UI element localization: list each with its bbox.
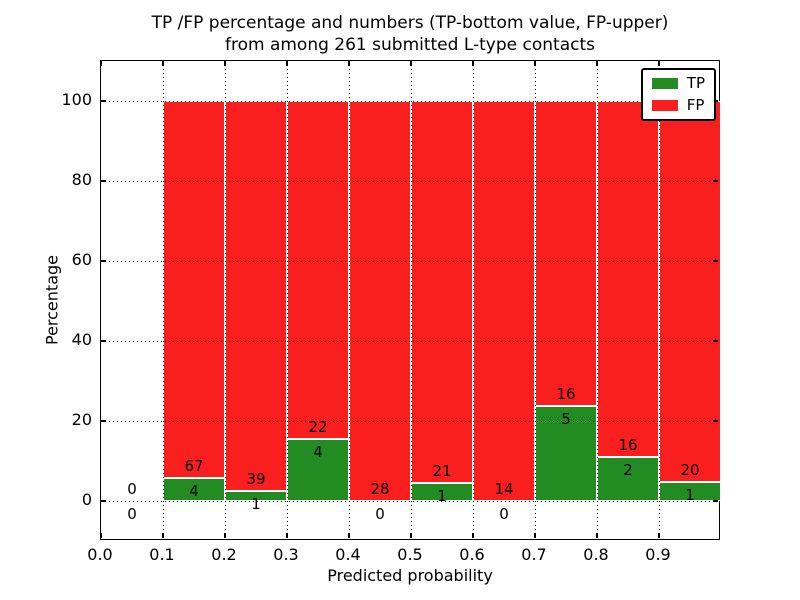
bar-fp-0.5-0.6 — [411, 101, 473, 483]
fp-count-label-0.2-0.3: 39 — [246, 470, 266, 488]
tp-count-label-0.6-0.7: 0 — [499, 505, 509, 523]
ytick-right-80 — [713, 180, 718, 182]
ytick-right-40 — [713, 340, 718, 342]
xtick-label-0.5: 0.5 — [397, 545, 423, 564]
xtick-bottom-0.0 — [100, 533, 102, 538]
bar-fp-0.4-0.5 — [349, 101, 411, 501]
ytick-label-20: 20 — [71, 410, 92, 429]
fp-count-label-0.8-0.9: 16 — [618, 435, 638, 454]
bar-tp-0.3-0.4 — [287, 439, 349, 501]
ytick-label-0: 0 — [81, 490, 92, 509]
ytick-right-60 — [713, 260, 718, 262]
ytick-label-60: 60 — [71, 250, 92, 269]
xtick-bottom-0.4 — [348, 533, 350, 538]
fp-count-label-0.5-0.6: 21 — [432, 461, 452, 480]
fp-count-label-0.7-0.8: 16 — [556, 384, 576, 403]
ytick-label-80: 80 — [71, 170, 92, 189]
tp-count-label-0.7-0.8: 5 — [561, 409, 571, 428]
xtick-bottom-0.2 — [224, 533, 226, 538]
bar-fp-0.6-0.7 — [473, 101, 535, 501]
tp-count-label-0.0-0.1: 0 — [127, 505, 137, 523]
xtick-label-0.4: 0.4 — [335, 545, 361, 564]
xtick-bottom-0.5 — [410, 533, 412, 538]
ytick-left-80 — [101, 180, 106, 182]
fp-count-label-0.4-0.5: 28 — [370, 480, 390, 498]
ytick-left-20 — [101, 420, 106, 422]
xtick-top-0.5 — [410, 61, 412, 66]
xtick-top-0.0 — [100, 61, 102, 66]
gridline-x-0.4 — [349, 61, 350, 541]
fp-count-label-0.1-0.2: 67 — [184, 457, 204, 476]
plot-area: TP FP 0 0 67 4 39 1 22 4 28 0 21 1 14 0 16 5 16 2 20 1 — [100, 60, 721, 541]
gridline-x-0.7 — [535, 61, 536, 541]
xtick-top-0.4 — [348, 61, 350, 66]
xtick-label-0.7: 0.7 — [521, 545, 547, 564]
xtick-label-0.2: 0.2 — [211, 545, 237, 564]
ytick-right-20 — [713, 420, 718, 422]
xtick-top-0.1 — [162, 61, 164, 66]
xtick-label-0.8: 0.8 — [583, 545, 609, 564]
legend-label-tp: TP — [686, 74, 705, 92]
legend-item-fp: FP — [651, 96, 705, 114]
tp-count-label-0.8-0.9: 2 — [623, 460, 633, 479]
bar-fp-0.7-0.8 — [535, 101, 597, 406]
fp-count-label-0.9-1.0: 20 — [680, 460, 700, 479]
xtick-bottom-0.8 — [596, 533, 598, 538]
ytick-label-100: 100 — [61, 90, 92, 109]
bar-fp-0.9-1.0 — [659, 101, 721, 482]
gridline-x-0.1 — [163, 61, 164, 541]
xtick-bottom-0.6 — [472, 533, 474, 538]
gridline-x-0.5 — [411, 61, 412, 541]
xtick-label-0.0: 0.0 — [87, 545, 113, 564]
chart-title-line1: TP /FP percentage and numbers (TP-bottom… — [151, 13, 669, 33]
x-axis-label: Predicted probability — [327, 566, 493, 585]
tp-count-label-0.1-0.2: 4 — [189, 482, 199, 501]
tp-swatch-icon — [651, 78, 678, 89]
gridline-x-0.3 — [287, 61, 288, 541]
fp-count-label-0.3-0.4: 22 — [308, 418, 328, 437]
xtick-bottom-0.7 — [534, 533, 536, 538]
xtick-bottom-0.1 — [162, 533, 164, 538]
chart-title-line2: from among 261 submitted L-type contacts — [224, 35, 595, 55]
ytick-right-0 — [713, 500, 718, 502]
tp-count-label-0.9-1.0: 1 — [685, 485, 695, 504]
xtick-label-0.9: 0.9 — [645, 545, 671, 564]
tp-count-label-0.4-0.5: 0 — [375, 505, 385, 523]
xtick-top-0.8 — [596, 61, 598, 66]
bar-fp-0.2-0.3 — [225, 101, 287, 491]
xtick-top-0.3 — [286, 61, 288, 66]
xtick-top-0.9 — [658, 61, 660, 66]
xtick-label-0.6: 0.6 — [459, 545, 485, 564]
gridline-x-0.8 — [597, 61, 598, 541]
legend: TP FP — [640, 68, 716, 121]
gridline-x-0.6 — [473, 61, 474, 541]
ytick-left-100 — [101, 100, 106, 102]
xtick-label-0.1: 0.1 — [149, 545, 175, 564]
ytick-label-40: 40 — [71, 330, 92, 349]
xtick-bottom-0.9 — [658, 533, 660, 538]
xtick-top-0.6 — [472, 61, 474, 66]
legend-item-tp: TP — [651, 74, 705, 92]
tp-count-label-0.5-0.6: 1 — [437, 486, 447, 505]
gridline-x-0.2 — [225, 61, 226, 541]
xtick-label-0.3: 0.3 — [273, 545, 299, 564]
xtick-top-0.7 — [534, 61, 536, 66]
fp-count-label-0.6-0.7: 14 — [494, 480, 514, 498]
gridline-x-0.9 — [659, 61, 660, 541]
chart-title: TP /FP percentage and numbers (TP-bottom… — [100, 12, 720, 56]
fp-count-label-0.0-0.1: 0 — [127, 480, 137, 498]
bar-fp-0.8-0.9 — [597, 101, 659, 457]
fp-swatch-icon — [651, 100, 678, 111]
tp-count-label-0.2-0.3: 1 — [251, 495, 261, 513]
xtick-bottom-0.3 — [286, 533, 288, 538]
legend-label-fp: FP — [686, 96, 705, 114]
xtick-top-0.2 — [224, 61, 226, 66]
tp-count-label-0.3-0.4: 4 — [313, 443, 323, 462]
bar-fp-0.3-0.4 — [287, 101, 349, 440]
ytick-left-40 — [101, 340, 106, 342]
ytick-left-60 — [101, 260, 106, 262]
ytick-left-0 — [101, 500, 106, 502]
